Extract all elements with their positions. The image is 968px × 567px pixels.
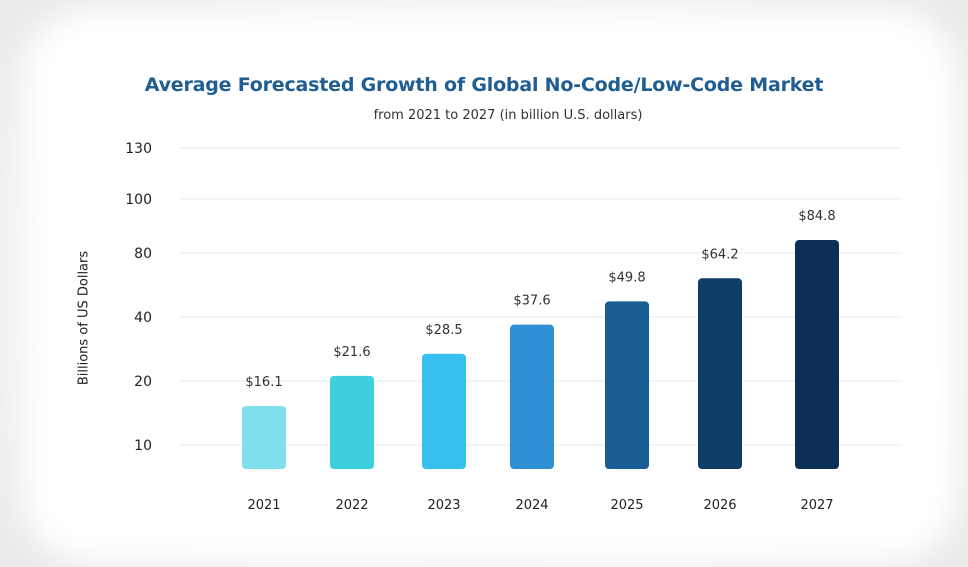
y-axis-ticks: 10 20 40 80 100 130: [125, 141, 152, 454]
chart-subtitle: from 2021 to 2027 (in billion U.S. dolla…: [373, 108, 643, 123]
y-tick-label: 100: [125, 192, 152, 208]
x-tick-label-2024: 2024: [515, 498, 548, 513]
gridlines: [180, 147, 902, 446]
data-label-2023: $28.5: [425, 323, 462, 338]
y-tick-label: 130: [125, 141, 152, 157]
x-tick-label-2026: 2026: [703, 498, 736, 513]
bar-2022: [330, 375, 374, 469]
y-tick-label: 10: [134, 438, 152, 454]
chart-card: [50, 36, 930, 536]
x-tick-label-2021: 2021: [247, 498, 280, 513]
bar-2027: [795, 240, 839, 469]
x-tick-label-2027: 2027: [800, 498, 833, 513]
bar-2023: [422, 353, 466, 469]
bar-2024: [510, 324, 554, 469]
y-tick-label: 80: [134, 246, 152, 262]
x-tick-label-2023: 2023: [427, 498, 460, 513]
y-tick-label: 40: [134, 310, 152, 326]
data-label-2024: $37.6: [513, 294, 550, 309]
data-label-2027: $84.8: [798, 209, 835, 224]
data-label-2025: $49.8: [608, 270, 645, 285]
bars: [242, 240, 839, 469]
data-label-2021: $16.1: [245, 375, 282, 390]
bar-2026: [698, 278, 742, 469]
bar-2021: [242, 405, 286, 469]
x-tick-label-2022: 2022: [335, 498, 368, 513]
data-label-2026: $64.2: [701, 247, 738, 262]
chart-title: Average Forecasted Growth of Global No-C…: [144, 74, 824, 96]
data-label-2022: $21.6: [333, 345, 370, 360]
x-axis-ticks: 2021 2022 2023 2024 2025 2026 2027: [247, 498, 833, 513]
data-labels: $16.1 $21.6 $28.5 $37.6 $49.8 $64.2 $84.8: [245, 209, 835, 390]
x-tick-label-2025: 2025: [610, 498, 643, 513]
bar-2025: [605, 301, 649, 469]
y-tick-label: 20: [134, 374, 152, 390]
